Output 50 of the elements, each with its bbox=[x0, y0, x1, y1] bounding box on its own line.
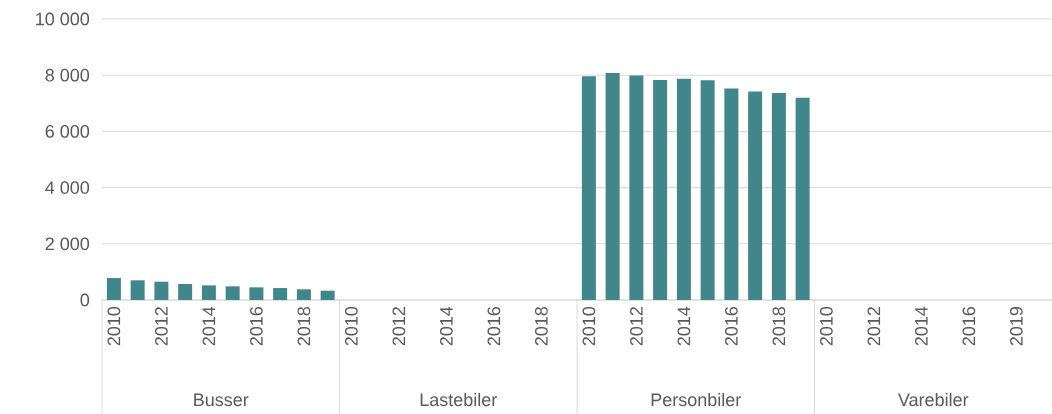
x-tick-label: 2018 bbox=[772, 306, 786, 346]
x-tick-label: 2012 bbox=[867, 307, 881, 346]
x-tick-label: 2014 bbox=[677, 306, 691, 346]
x-tick-label: 2014 bbox=[914, 306, 928, 346]
text: Busser bbox=[194, 393, 249, 407]
x-tick-label: 2018 bbox=[535, 306, 548, 346]
bar bbox=[320, 290, 335, 300]
bar bbox=[605, 72, 620, 300]
y-tick-label: 8 000 bbox=[45, 68, 90, 82]
text: Varebiler bbox=[897, 392, 969, 407]
bar bbox=[771, 92, 786, 300]
x-tick-label: 2012 bbox=[155, 307, 168, 346]
bar bbox=[273, 288, 288, 300]
y-tick-label: 6 000 bbox=[45, 125, 90, 138]
x-tick-label: 2016 bbox=[725, 306, 738, 346]
bar bbox=[154, 281, 169, 300]
x-tick-label: 2012 bbox=[392, 307, 406, 346]
bar bbox=[225, 286, 240, 300]
bar bbox=[178, 283, 193, 300]
x-tick-label: 2018 bbox=[297, 306, 311, 346]
text: Lastebiler bbox=[420, 392, 497, 407]
x-tick-label: 2014 bbox=[202, 306, 216, 346]
bar bbox=[676, 78, 691, 300]
bar bbox=[629, 75, 644, 300]
x-tick-label: 2010 bbox=[345, 306, 358, 346]
x-tick-label: 2014 bbox=[440, 306, 453, 346]
bar bbox=[106, 278, 121, 300]
bar bbox=[748, 91, 763, 300]
x-tick-label: 2019 bbox=[1009, 307, 1023, 346]
bar bbox=[795, 97, 810, 300]
y-tick-label: 2 000 bbox=[45, 237, 90, 251]
y-tick-label: 4 000 bbox=[45, 181, 90, 194]
bar bbox=[296, 289, 311, 300]
bar bbox=[700, 80, 715, 300]
bar bbox=[653, 79, 668, 300]
x-tick-label: 2010 bbox=[582, 306, 596, 346]
x-tick-label: 2010 bbox=[107, 306, 121, 346]
y-tick-label: 10 000 bbox=[36, 12, 90, 26]
x-tick-label: 2010 bbox=[819, 306, 833, 346]
x-tick-label: 2016 bbox=[962, 306, 976, 346]
bar bbox=[724, 88, 739, 300]
text: Personbiler bbox=[651, 392, 741, 407]
y-tick-label: 0 bbox=[80, 293, 90, 307]
bar bbox=[581, 76, 596, 300]
x-tick-label: 2012 bbox=[630, 307, 643, 346]
x-tick-label: 2016 bbox=[487, 306, 501, 346]
bar bbox=[130, 280, 145, 300]
bar bbox=[249, 287, 264, 300]
bar bbox=[201, 285, 216, 300]
x-tick-label: 2016 bbox=[250, 306, 263, 346]
